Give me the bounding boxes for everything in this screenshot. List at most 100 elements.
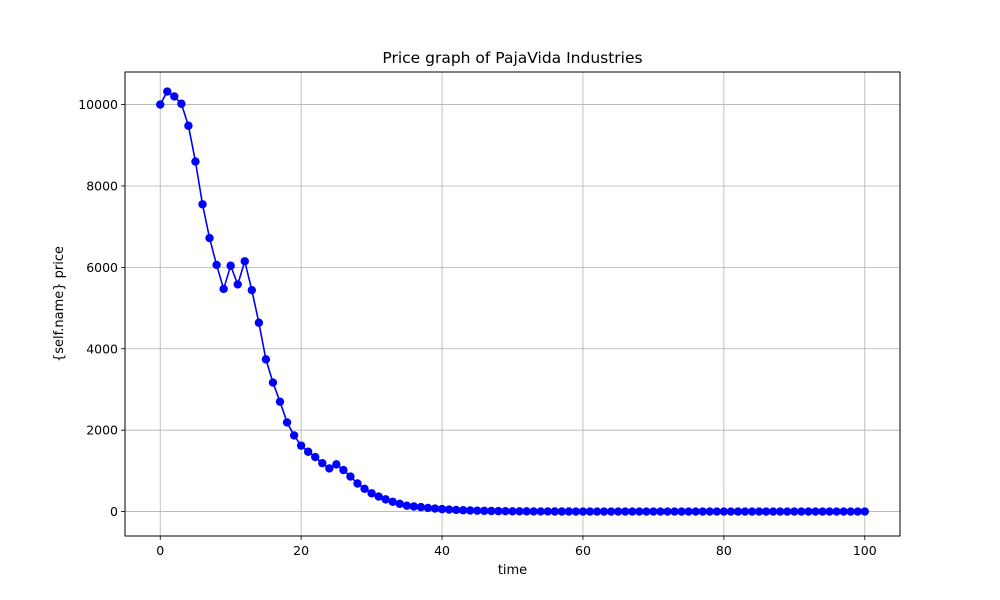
data-point: [423, 503, 433, 513]
data-point: [275, 397, 285, 406]
data-point: [458, 506, 468, 515]
data-point: [191, 157, 200, 166]
data-point: [318, 458, 327, 468]
data-point: [515, 507, 524, 516]
data-point: [635, 507, 644, 516]
y-tick-label: 2000: [86, 423, 118, 438]
data-point: [698, 507, 707, 516]
data-point: [550, 507, 559, 516]
data-point: [303, 447, 313, 456]
data-point: [156, 100, 165, 109]
x-axis-label: time: [498, 563, 527, 578]
data-point: [832, 507, 841, 516]
data-point: [466, 506, 475, 515]
x-tick-label: 60: [575, 543, 591, 558]
data-point: [254, 318, 264, 327]
data-point: [712, 507, 722, 516]
data-point: [487, 506, 496, 516]
data-point: [825, 507, 834, 516]
data-point: [233, 280, 242, 289]
data-point: [754, 507, 764, 516]
data-point: [311, 452, 320, 462]
data-point: [289, 431, 299, 440]
data-point: [818, 507, 827, 516]
data-point: [663, 507, 672, 516]
data-point: [606, 507, 616, 516]
data-point: [860, 507, 869, 516]
data-point: [776, 507, 785, 516]
data-point: [642, 507, 651, 516]
data-point: [282, 418, 292, 427]
x-tick-label: 0: [156, 543, 164, 558]
series-layer: [156, 87, 869, 516]
data-point: [163, 87, 172, 96]
data-point: [480, 506, 489, 516]
data-point: [677, 507, 686, 516]
data-point: [346, 472, 355, 481]
data-point: [797, 507, 806, 516]
data-point: [670, 507, 679, 516]
x-tick-label: 20: [293, 543, 309, 558]
data-point: [740, 507, 750, 516]
data-point: [437, 504, 447, 514]
data-point: [656, 507, 665, 516]
y-tick-label: 10000: [78, 97, 118, 112]
data-point: [184, 121, 193, 130]
data-point: [268, 378, 278, 387]
data-point: [522, 507, 531, 516]
data-point: [649, 507, 658, 516]
data-point: [247, 285, 257, 295]
data-point: [198, 200, 207, 209]
data-point: [628, 507, 637, 516]
data-point: [416, 502, 426, 512]
data-point: [451, 505, 461, 515]
data-point: [613, 507, 623, 516]
data-point: [395, 499, 404, 509]
data-point: [761, 507, 771, 516]
data-point: [790, 507, 799, 516]
y-tick-label: 4000: [86, 341, 118, 356]
data-point: [261, 355, 271, 364]
data-point: [536, 507, 545, 516]
data-point: [768, 507, 778, 516]
data-point: [353, 479, 362, 488]
data-point: [508, 507, 517, 516]
x-tick-label: 40: [434, 543, 450, 558]
data-point: [219, 284, 228, 294]
data-point: [494, 506, 503, 516]
y-tick-label: 6000: [86, 260, 118, 275]
x-tick-label: 100: [853, 543, 877, 558]
chart-title: Price graph of PajaVida Industries: [382, 49, 642, 67]
data-point: [473, 506, 482, 515]
data-point: [374, 492, 383, 501]
data-point: [529, 507, 538, 516]
data-point: [444, 505, 454, 514]
data-point: [726, 507, 736, 516]
y-tick-label: 8000: [86, 178, 118, 193]
x-tick-label: 80: [716, 543, 732, 558]
data-point: [804, 507, 813, 516]
data-point: [585, 507, 595, 516]
data-point: [557, 507, 567, 516]
data-point: [578, 507, 588, 516]
data-point: [691, 507, 700, 516]
y-axis-label: {self.name} price: [52, 246, 67, 362]
data-point: [240, 257, 249, 266]
data-point: [747, 507, 757, 516]
data-point: [402, 501, 412, 510]
data-point: [332, 460, 341, 469]
data-point: [177, 99, 186, 108]
data-point: [381, 495, 390, 504]
data-point: [296, 441, 306, 450]
data-point: [705, 507, 714, 516]
data-point: [733, 507, 743, 516]
data-point: [430, 504, 440, 513]
data-point: [170, 92, 179, 101]
plot-frame: [124, 71, 901, 537]
data-point: [564, 507, 574, 516]
data-point: [212, 260, 221, 270]
data-point: [339, 465, 348, 475]
data-point: [839, 507, 848, 516]
